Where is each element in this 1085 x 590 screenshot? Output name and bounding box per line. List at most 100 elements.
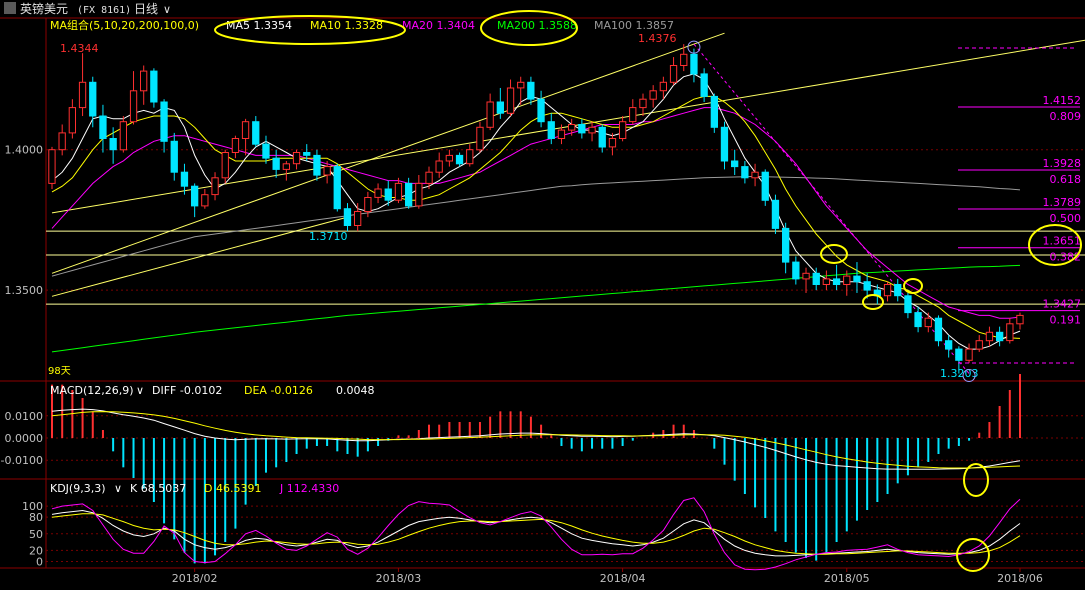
candle-body	[435, 160, 443, 173]
candle-body	[455, 154, 464, 165]
fib-ratio-label: 0.809	[1050, 110, 1082, 123]
period-selector[interactable]: 日线	[134, 2, 158, 16]
candle-body	[588, 126, 596, 134]
candle-body	[343, 208, 352, 226]
price-annotation: 1.4376	[638, 32, 677, 45]
candle-body	[700, 73, 708, 97]
candle-body	[934, 317, 943, 342]
ma-value-label: MA200 1.3588	[497, 19, 577, 32]
candle-body	[832, 278, 841, 285]
macd-diff-line	[51, 408, 1021, 470]
candle-body	[119, 121, 127, 151]
highlight-ellipse	[1028, 224, 1082, 266]
kdj-d-value: D 46.5391	[204, 482, 261, 495]
candle-body	[282, 163, 291, 170]
candle-body	[649, 90, 657, 100]
candle-body	[608, 138, 617, 148]
candle-body	[751, 171, 759, 179]
candle-body	[384, 188, 392, 201]
candle-body	[985, 331, 994, 342]
candle-body	[619, 121, 627, 139]
candle-body	[914, 312, 922, 328]
macd-tick-label: 0.0100	[5, 410, 44, 423]
kdj-d-line	[51, 513, 1021, 555]
candle-body	[853, 275, 861, 283]
candle-body	[639, 98, 647, 109]
kdj-j-line	[51, 497, 1021, 571]
x-tick-label: 2018/04	[600, 572, 646, 585]
candle-body	[425, 171, 433, 184]
macd-value: 0.0048	[336, 384, 375, 397]
candle-body	[537, 98, 545, 123]
candle-body	[486, 101, 494, 128]
fib-ratio-label: 0.500	[1050, 212, 1082, 225]
candle-body	[68, 107, 76, 134]
low-marker	[962, 369, 976, 383]
macd-dea-line	[51, 411, 1021, 469]
menu-icon[interactable]	[4, 2, 16, 14]
candle-body	[333, 166, 341, 210]
ma-value-label: MA5 1.3354	[226, 19, 292, 32]
candle-body	[354, 211, 362, 226]
candle-body	[996, 331, 1004, 342]
kdj-tick-label: 0	[36, 555, 43, 568]
candle-body	[170, 140, 178, 173]
fib-ratio-label: 0.191	[1050, 314, 1082, 327]
macd-tick-label: -0.0100	[1, 454, 43, 467]
channel-upper-line	[51, 32, 725, 274]
candle-body	[680, 53, 688, 66]
macd-label: MACD(12,26,9)	[50, 384, 134, 397]
fib-price-label: 1.3789	[1043, 196, 1082, 209]
price-tick-label: 1.3500	[5, 284, 44, 297]
candle-body	[771, 199, 780, 229]
candle-body	[741, 166, 749, 179]
ma-value-label: MA10 1.3328	[310, 19, 383, 32]
kdj-tick-label: 80	[29, 511, 43, 524]
candle-body	[792, 261, 800, 280]
kdj-k-line	[51, 509, 1021, 557]
ma-value-label: MA20 1.3404	[402, 19, 475, 32]
candle-body	[109, 138, 117, 151]
ma-value-label: MA100 1.3857	[594, 19, 674, 32]
candle-body	[568, 124, 576, 131]
price-tick-label: 1.4000	[5, 144, 44, 157]
candle-body	[782, 227, 790, 263]
candle-body	[48, 149, 56, 184]
chevron-down-icon[interactable]: ∨	[163, 3, 171, 16]
candle-body	[201, 194, 209, 207]
candle-body	[99, 115, 107, 139]
candle-body	[659, 81, 668, 92]
x-tick-label: 2018/05	[824, 572, 870, 585]
days-label: 98天	[48, 366, 71, 377]
candle-body	[812, 272, 820, 285]
candle-body	[323, 166, 331, 176]
candle-body	[557, 129, 566, 140]
kdj-tick-label: 100	[22, 500, 43, 513]
candle-body	[252, 121, 260, 145]
candle-body	[89, 81, 97, 117]
candle-body	[374, 188, 382, 198]
candle-body	[720, 126, 729, 162]
kdj-label: KDJ(9,3,3)	[50, 482, 106, 495]
highlight-ellipse	[214, 15, 406, 45]
macd-chevron-icon: ∨	[136, 384, 144, 397]
price-annotation: 1.3203	[940, 367, 979, 380]
price-annotation: 1.3710	[309, 230, 348, 243]
ma20-line	[51, 107, 1021, 319]
highlight-ellipse	[480, 10, 578, 46]
candle-body	[180, 171, 189, 187]
x-tick-label: 2018/03	[376, 572, 422, 585]
candle-body	[945, 340, 953, 350]
fib-price-label: 1.3651	[1043, 235, 1082, 248]
candle-body	[731, 160, 739, 168]
fib-price-label: 1.4152	[1043, 94, 1082, 107]
x-tick-label: 2018/02	[172, 572, 218, 585]
ma100-line	[51, 175, 1021, 277]
kdj-j-value: J 112.4330	[279, 482, 339, 495]
chart-header: 英镑美元 (FX 8161) 日线 ∨	[4, 1, 171, 16]
macd-tick-label: 0.0000	[5, 432, 44, 445]
candle-body	[476, 126, 484, 151]
candle-body	[394, 182, 403, 201]
